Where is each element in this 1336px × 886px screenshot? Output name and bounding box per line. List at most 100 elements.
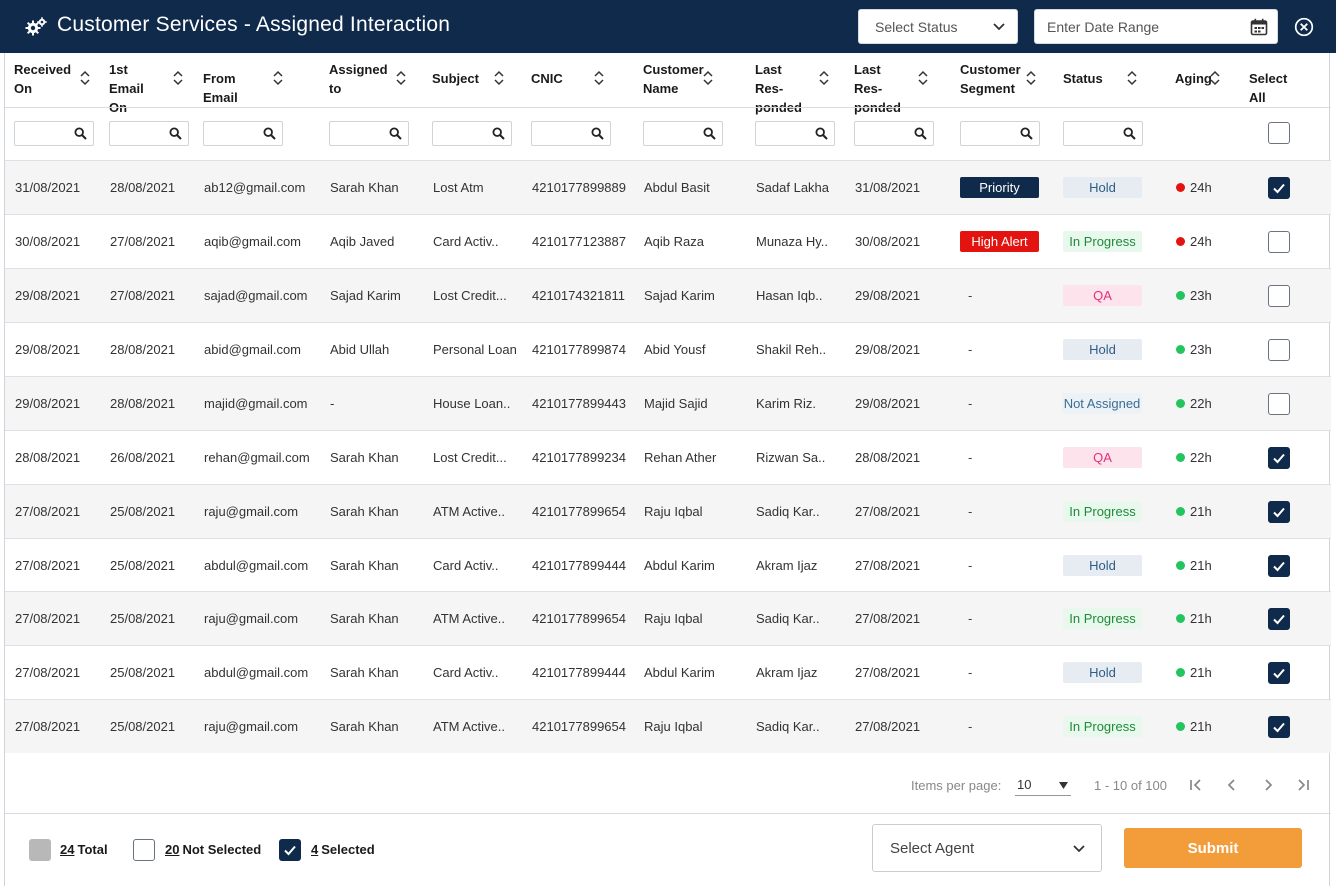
- column-header-label: Subject: [432, 69, 479, 88]
- row-checkbox[interactable]: [1268, 501, 1290, 523]
- sort-icon[interactable]: [594, 70, 604, 86]
- search-icon: [703, 127, 716, 140]
- cell-last-responded: Hasan Iqb..: [756, 288, 823, 303]
- filter-input-status[interactable]: [1063, 121, 1143, 146]
- table-row[interactable]: 27/08/2021 25/08/2021 abdul@gmail.com Sarah…: [5, 538, 1331, 592]
- table-row[interactable]: 29/08/2021 27/08/2021 sajad@gmail.com Sajad…: [5, 268, 1331, 322]
- cell-customer: Sajad Karim: [644, 288, 715, 303]
- sort-icon[interactable]: [703, 70, 713, 86]
- column-header-label: Received On: [14, 60, 71, 98]
- cell-subject: Personal Loan: [433, 342, 517, 357]
- interactions-table: Received On 1st Email On From Email Assigned t…: [4, 53, 1331, 886]
- date-range-input[interactable]: Enter Date Range: [1034, 9, 1278, 44]
- cell-customer: Abid Yousf: [644, 342, 706, 357]
- sort-icon[interactable]: [273, 70, 283, 86]
- cell-aging: 21h: [1190, 665, 1212, 680]
- sort-icon[interactable]: [1026, 70, 1036, 86]
- last-page-icon[interactable]: [1295, 777, 1311, 793]
- row-checkbox[interactable]: [1268, 447, 1290, 469]
- row-checkbox[interactable]: [1268, 608, 1290, 630]
- cell-assigned: -: [330, 396, 335, 411]
- status-select[interactable]: Select Status: [858, 9, 1018, 44]
- cell-cnic: 4210177899234: [532, 450, 626, 465]
- table-row[interactable]: 28/08/2021 26/08/2021 rehan@gmail.com Sarah…: [5, 430, 1331, 484]
- filter-input-last-responded-it[interactable]: [854, 121, 934, 146]
- chevron-down-icon: [1073, 845, 1085, 853]
- row-checkbox[interactable]: [1268, 231, 1290, 253]
- row-checkbox[interactable]: [1268, 555, 1290, 577]
- search-icon: [914, 127, 927, 140]
- cell-received: 27/08/2021: [15, 504, 81, 519]
- row-checkbox[interactable]: [1268, 393, 1290, 415]
- aging-indicator: [1176, 722, 1185, 731]
- chevron-left-icon[interactable]: [1224, 777, 1240, 793]
- selected-count-label: 4 Selected: [311, 842, 375, 857]
- agent-select[interactable]: Select Agent: [872, 824, 1102, 872]
- filter-input-subject[interactable]: [432, 121, 512, 146]
- filter-input-received[interactable]: [14, 121, 94, 146]
- cell-assigned: Abid Ullah: [330, 342, 390, 357]
- sort-icon[interactable]: [80, 70, 90, 86]
- row-checkbox[interactable]: [1268, 177, 1290, 199]
- items-per-page-select[interactable]: 10: [1015, 776, 1071, 796]
- filter-input-first-email[interactable]: [109, 121, 189, 146]
- column-header-line1: Select All: [1249, 71, 1288, 105]
- row-checkbox[interactable]: [1268, 662, 1290, 684]
- first-page-icon[interactable]: [1188, 777, 1204, 793]
- cell-last-responded-it: 27/08/2021: [855, 611, 921, 626]
- table-row[interactable]: 27/08/2021 25/08/2021 raju@gmail.com Sarah …: [5, 591, 1331, 645]
- calendar-icon[interactable]: [1250, 18, 1268, 36]
- table-row[interactable]: 27/08/2021 25/08/2021 abdul@gmail.com Sarah…: [5, 645, 1331, 699]
- cell-customer: Abdul Karim: [644, 665, 715, 680]
- table-row[interactable]: 30/08/2021 27/08/2021 aqib@gmail.com Aqib J…: [5, 214, 1331, 268]
- filter-input-assigned[interactable]: [329, 121, 409, 146]
- column-header-line2: On: [14, 81, 33, 96]
- cell-received: 29/08/2021: [15, 342, 81, 357]
- sort-icon[interactable]: [173, 70, 183, 86]
- sort-icon[interactable]: [1210, 70, 1220, 86]
- submit-button[interactable]: Submit: [1124, 828, 1302, 868]
- cell-aging: 21h: [1190, 611, 1212, 626]
- cell-cnic: 4210177899444: [532, 558, 626, 573]
- filter-input-cnic[interactable]: [531, 121, 611, 146]
- sort-icon[interactable]: [396, 70, 406, 86]
- footer-divider: [5, 813, 1331, 814]
- filter-input-segment[interactable]: [960, 121, 1040, 146]
- cell-aging: 24h: [1190, 180, 1212, 195]
- cell-subject: Card Activ..: [433, 558, 499, 573]
- table-row[interactable]: 27/08/2021 25/08/2021 raju@gmail.com Sarah …: [5, 484, 1331, 538]
- cell-from-email: majid@gmail.com: [204, 396, 308, 411]
- filter-input-last-responded[interactable]: [755, 121, 835, 146]
- search-icon: [1123, 127, 1136, 140]
- filter-input-customer[interactable]: [643, 121, 723, 146]
- row-checkbox[interactable]: [1268, 339, 1290, 361]
- cell-from-email: aqib@gmail.com: [204, 234, 302, 249]
- chevron-right-icon[interactable]: [1260, 777, 1276, 793]
- cell-segment: -: [968, 558, 973, 573]
- column-header-label: Customer Name: [643, 60, 704, 98]
- table-row[interactable]: 29/08/2021 28/08/2021 abid@gmail.com Abid U…: [5, 322, 1331, 376]
- select-all-checkbox[interactable]: [1268, 122, 1290, 144]
- status-badge: Hold: [1063, 177, 1142, 198]
- cell-customer: Abdul Basit: [644, 180, 710, 195]
- cell-last-responded-it: 30/08/2021: [855, 234, 921, 249]
- column-header-line1: Last Res-: [755, 62, 784, 96]
- row-checkbox[interactable]: [1268, 285, 1290, 307]
- sort-icon[interactable]: [1127, 70, 1137, 86]
- sort-icon[interactable]: [918, 70, 928, 86]
- cell-received: 30/08/2021: [15, 234, 81, 249]
- table-row[interactable]: 29/08/2021 28/08/2021 majid@gmail.com - Hous…: [5, 376, 1331, 430]
- items-per-page-label: Items per page:: [911, 778, 1002, 793]
- close-circle-icon[interactable]: [1294, 17, 1314, 37]
- sort-icon[interactable]: [494, 70, 504, 86]
- sort-icon[interactable]: [819, 70, 829, 86]
- table-row[interactable]: 31/08/2021 28/08/2021 ab12@gmail.com Sarah …: [5, 160, 1331, 214]
- cell-first-email: 26/08/2021: [110, 450, 176, 465]
- search-icon: [492, 127, 505, 140]
- row-checkbox[interactable]: [1268, 716, 1290, 738]
- status-badge: Hold: [1063, 339, 1142, 360]
- cell-last-responded: Sadaf Lakha: [756, 180, 830, 195]
- filter-input-from-email[interactable]: [203, 121, 283, 146]
- table-row[interactable]: 27/08/2021 25/08/2021 raju@gmail.com Sarah …: [5, 699, 1331, 753]
- cell-assigned: Aqib Javed: [330, 234, 395, 249]
